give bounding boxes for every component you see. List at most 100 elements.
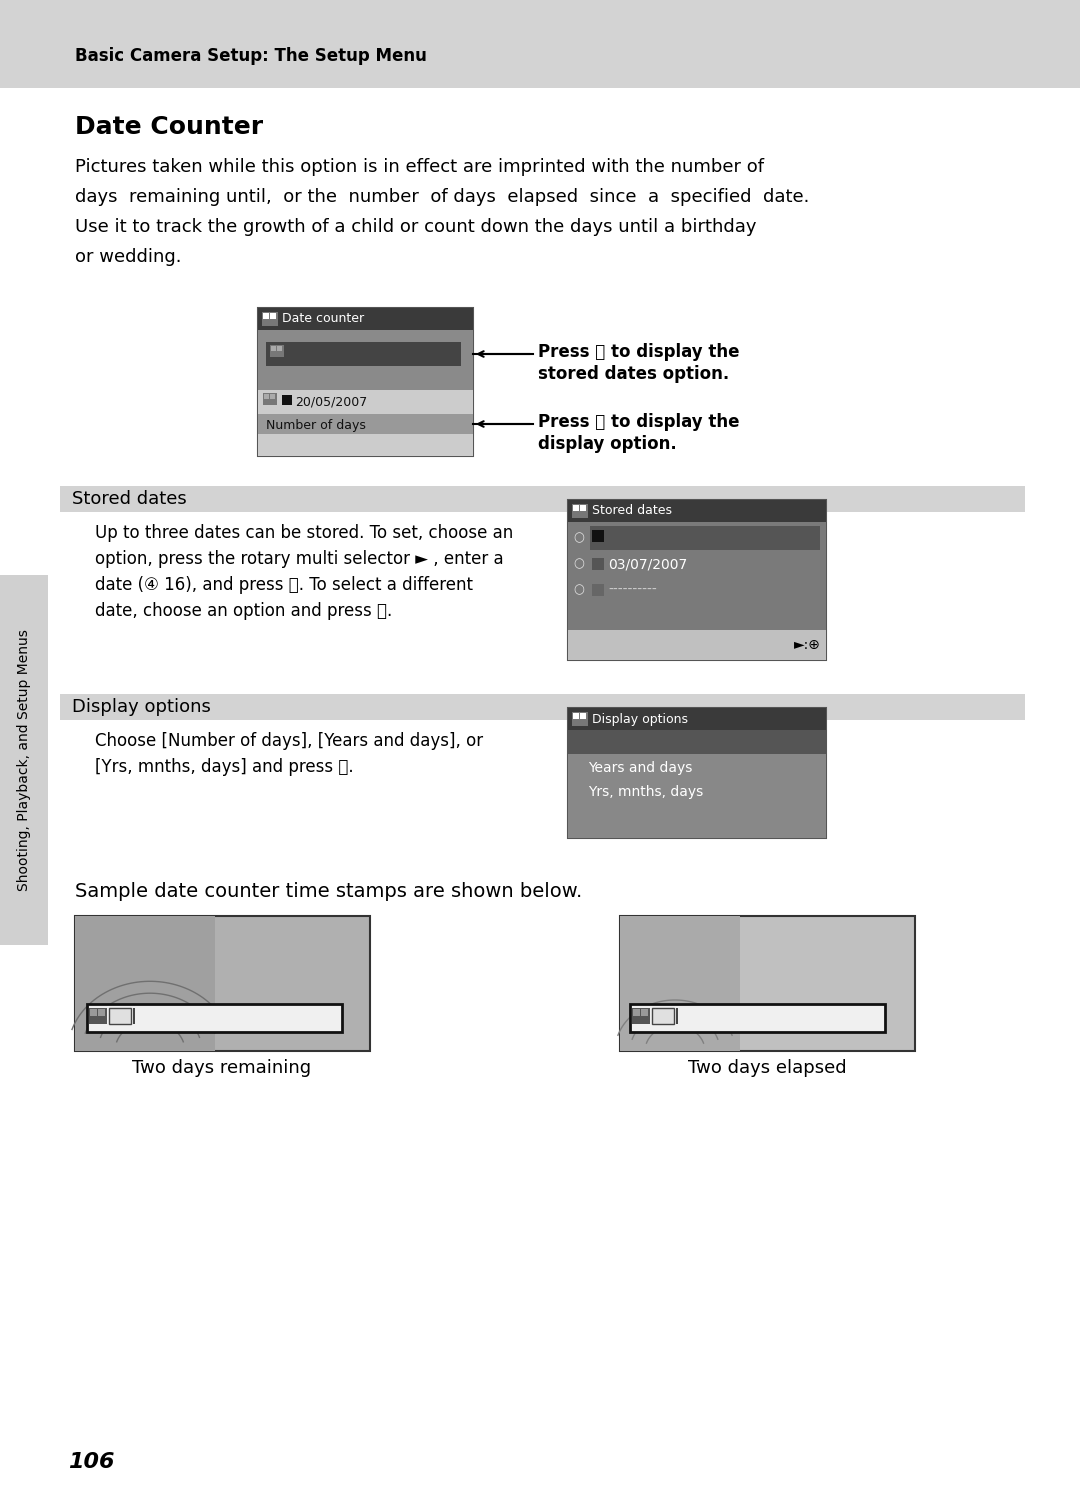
Text: Display options: Display options (592, 712, 688, 725)
Bar (89, 1008, 107, 1024)
Text: ►:⊕: ►:⊕ (794, 637, 821, 652)
Bar (258, 330, 473, 389)
Bar (266, 342, 461, 366)
Bar (258, 308, 473, 456)
Text: Date Counter: Date Counter (75, 114, 264, 140)
Bar (258, 415, 473, 434)
Text: —: — (658, 1010, 669, 1021)
Bar (270, 345, 284, 357)
Bar (264, 314, 269, 319)
Text: Up to three dates can be stored. To set, choose an: Up to three dates can be stored. To set,… (95, 525, 513, 542)
Bar (282, 395, 292, 406)
Bar (271, 346, 276, 351)
Bar (573, 505, 579, 511)
Bar (572, 504, 588, 519)
Text: Basic Camera Setup: The Setup Menu: Basic Camera Setup: The Setup Menu (75, 48, 427, 65)
Text: ►: ► (808, 532, 818, 544)
Text: Pictures taken while this option is in effect are imprinted with the number of: Pictures taken while this option is in e… (75, 158, 764, 175)
Bar (633, 1009, 640, 1016)
Bar (568, 630, 826, 660)
Bar (60, 694, 1025, 721)
Bar (98, 1009, 105, 1016)
Text: 5: 5 (306, 348, 322, 369)
Text: 106: 106 (68, 1452, 114, 1473)
Text: [Yrs, mnths, days] and press ⒪.: [Yrs, mnths, days] and press ⒪. (95, 758, 353, 776)
Text: Two days elapsed: Two days elapsed (688, 1060, 847, 1077)
Bar (75, 915, 215, 1051)
Bar (270, 394, 275, 400)
Bar (258, 434, 473, 456)
Text: stored dates option.: stored dates option. (538, 366, 729, 383)
Bar (270, 314, 276, 319)
Bar (75, 915, 370, 1051)
Text: ○: ○ (573, 584, 584, 596)
Text: Sample date counter time stamps are shown below.: Sample date counter time stamps are show… (75, 883, 582, 901)
Text: Shooting, Playback, and Setup Menus: Shooting, Playback, and Setup Menus (17, 629, 31, 892)
Bar (568, 730, 826, 753)
Bar (652, 1008, 674, 1024)
Bar (568, 730, 826, 838)
Text: Date counter: Date counter (282, 312, 364, 325)
Text: Yrs, mnths, days: Yrs, mnths, days (588, 785, 703, 799)
Bar (109, 1008, 131, 1024)
Text: Number of days: Number of days (266, 419, 366, 431)
Text: Display options: Display options (72, 698, 211, 716)
Text: Number of days: Number of days (588, 736, 699, 749)
Text: 22.05.2007: 22.05.2007 (710, 1009, 807, 1024)
Text: Use it to track the growth of a child or count down the days until a birthday: Use it to track the growth of a child or… (75, 218, 756, 236)
Bar (133, 1008, 135, 1024)
Text: Press ⒪ to display the: Press ⒪ to display the (538, 413, 740, 431)
Bar (580, 713, 586, 719)
Text: option, press the rotary multi selector ► , enter a: option, press the rotary multi selector … (95, 550, 503, 568)
Text: ○: ○ (573, 557, 584, 571)
Text: ▲: ▲ (291, 352, 299, 364)
Bar (632, 1008, 650, 1024)
Text: display option.: display option. (538, 435, 677, 453)
Bar (620, 915, 740, 1051)
Bar (264, 392, 276, 406)
Bar (276, 346, 282, 351)
Bar (568, 522, 826, 630)
Text: Press ⒪ to display the: Press ⒪ to display the (538, 343, 740, 361)
Text: Two days remaining: Two days remaining (133, 1060, 311, 1077)
Text: 02/: 02/ (137, 1009, 162, 1022)
Bar (568, 707, 826, 838)
Bar (90, 1009, 97, 1016)
Bar (87, 1005, 342, 1031)
Bar (592, 559, 604, 571)
Bar (264, 394, 269, 400)
Text: 03/07/2007: 03/07/2007 (608, 557, 687, 571)
Bar (573, 713, 579, 719)
Text: ○: ○ (573, 532, 584, 544)
Bar (630, 1005, 885, 1031)
Text: 02/: 02/ (680, 1009, 704, 1022)
Bar (592, 531, 604, 542)
Bar (676, 1008, 678, 1024)
Text: Choose [Number of days], [Years and days], or: Choose [Number of days], [Years and days… (95, 733, 483, 750)
Bar (262, 312, 278, 325)
Text: date, choose an option and press ⒪.: date, choose an option and press ⒪. (95, 602, 392, 620)
Text: Years and days: Years and days (588, 761, 692, 776)
Text: Stored dates: Stored dates (72, 490, 187, 508)
Bar (258, 389, 473, 415)
Text: ▲: ▲ (117, 1010, 124, 1021)
Text: ----------: ---------- (608, 583, 657, 597)
Bar (592, 584, 604, 596)
Text: date (④ 16), and press ⒪. To select a different: date (④ 16), and press ⒪. To select a di… (95, 577, 473, 594)
Bar (568, 707, 826, 730)
Text: or wedding.: or wedding. (75, 248, 181, 266)
Bar (572, 712, 588, 727)
Bar (568, 499, 826, 522)
Bar (0, 575, 48, 945)
Bar (590, 526, 820, 550)
Bar (580, 505, 586, 511)
Bar (620, 915, 915, 1051)
Text: days  remaining until,  or the  number  of days  elapsed  since  a  specified  d: days remaining until, or the number of d… (75, 189, 809, 207)
Bar (258, 308, 473, 330)
Text: 20/05/2007: 20/05/2007 (295, 395, 367, 409)
Text: 18.05.2007: 18.05.2007 (167, 1009, 264, 1024)
Bar (0, 0, 1080, 88)
Bar (642, 1009, 648, 1016)
Text: 20/05/2007: 20/05/2007 (608, 531, 687, 545)
Text: ✓: ✓ (572, 736, 582, 749)
